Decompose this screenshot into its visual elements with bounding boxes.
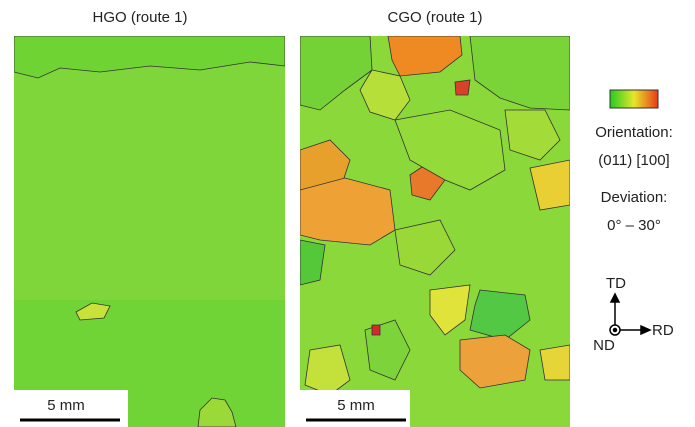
panel-title: CGO (route 1) (387, 9, 482, 26)
legend-label: Deviation: (601, 189, 668, 206)
legend-label: Orientation: (595, 124, 673, 141)
scale-bar-label: 5 mm (337, 397, 375, 414)
axis-label: ND (593, 337, 615, 354)
legend-value: (011) [100] (598, 152, 669, 169)
panel-title: HGO (route 1) (92, 9, 187, 26)
axis-label: TD (606, 275, 626, 292)
cgo-map (300, 36, 570, 427)
color-bar (609, 89, 659, 109)
sample-axes (609, 292, 652, 336)
hgo-map (14, 36, 285, 427)
legend-value: 0° – 30° (607, 217, 661, 234)
axis-label: RD (652, 322, 674, 339)
scale-bar-label: 5 mm (47, 397, 85, 414)
